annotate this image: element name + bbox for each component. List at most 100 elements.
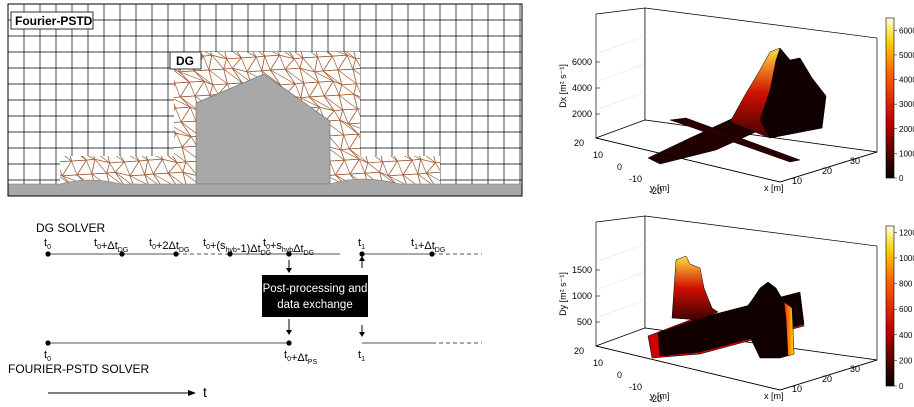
dg-mesh-cell	[387, 174, 408, 184]
dg-mesh-cell	[66, 119, 86, 137]
dy-surface-plot: 500 1000 1500 Dy [m² s⁻¹] 20 10 0 -10 -20y [m] 10…	[558, 215, 914, 404]
dg-mesh-cell	[400, 108, 426, 125]
dg-mesh-cell	[126, 80, 152, 97]
z-tick-label: 500	[577, 317, 592, 327]
dg-mesh-cell	[378, 135, 398, 148]
y-tick-label: 20	[574, 138, 584, 148]
x-axis-label: x [m]	[764, 391, 784, 401]
dg-mesh-cell	[93, 52, 113, 60]
dg-mesh-cell	[64, 54, 84, 72]
dg-mesh-cell	[87, 57, 114, 70]
z-tick-label: 1500	[572, 265, 592, 275]
dg-tick-label: t0+(shyb-1)ΔtDG	[203, 237, 271, 257]
dg-mesh-cell	[140, 68, 161, 86]
x-tick-label: 30	[850, 364, 860, 374]
dg-mesh-cell	[60, 95, 71, 112]
dg-mesh-cell	[377, 106, 397, 123]
dg-mesh-cell	[144, 173, 164, 184]
dg-mesh-cell	[88, 93, 109, 110]
fourier-label: Fourier-PSTD	[15, 14, 93, 28]
dg-mesh-cell	[361, 96, 382, 109]
dg-mesh-cell	[79, 68, 99, 86]
colorbar-tick-label: 400	[899, 331, 913, 340]
time-axis-arrowhead	[188, 390, 196, 396]
dg-mesh-cell	[401, 133, 421, 151]
z-axis-label: Dy [m² s⁻¹]	[558, 272, 568, 316]
x-tick-label: 20	[822, 374, 832, 384]
dg-mesh-cell	[140, 52, 166, 60]
dg-mesh-cell	[60, 135, 72, 148]
dg-mesh-cell	[377, 120, 398, 138]
x-tick-label: 30	[850, 156, 860, 166]
colorbar-tick-label: 3000	[899, 100, 914, 109]
z-tick-label: 4000	[572, 83, 592, 93]
z-tick-label: 2000	[572, 109, 592, 119]
x-tick-label: 10	[792, 176, 802, 186]
dg-mesh-cell	[429, 81, 440, 99]
dg-mesh-cell	[404, 52, 424, 60]
dg-mesh-cell	[63, 52, 84, 57]
dg-mesh-cell	[101, 52, 122, 59]
dg-mesh-cell	[428, 67, 440, 84]
exchange-box-line2: data exchange	[277, 299, 352, 311]
dg-mesh-cell	[67, 134, 87, 151]
colorbar	[885, 225, 895, 387]
domain-border	[7, 3, 523, 197]
colorbar-tick-label: 6000	[899, 26, 914, 35]
surface-cross-strip	[669, 117, 801, 163]
arrow-down-head	[286, 268, 292, 273]
dg-tick-group: t0 t0+ΔtDG t0+2ΔtDG t0+(shyb-1)ΔtDGt0+shybΔ…	[44, 237, 445, 257]
x-tick-label: 20	[822, 166, 832, 176]
exchange-box-line1: Post-processing and	[263, 283, 368, 295]
y-tick-label: 0	[617, 370, 622, 380]
dg-mesh-cell	[361, 67, 387, 84]
dg-mesh-cell	[391, 79, 411, 97]
dg-tick-label: t1+ΔtDG	[411, 237, 445, 254]
dg-mesh-cell	[399, 83, 426, 96]
plot-gridline	[595, 35, 646, 55]
dg-mesh-cell	[326, 174, 346, 184]
dg-mesh-cell	[389, 52, 410, 57]
computational-domain-panel: Fourier-PSTD DG	[7, 3, 523, 197]
dg-mesh-cell	[113, 135, 140, 148]
dg-mesh-cell	[60, 55, 75, 73]
dg-mesh-cell	[102, 67, 123, 84]
pstd-tick-dot	[286, 340, 292, 346]
dg-tick-dot	[227, 251, 233, 257]
colorbar-tick-label: 2000	[899, 125, 914, 134]
dg-label-box	[169, 51, 202, 70]
surface-peak-b-yellow	[783, 301, 795, 357]
dg-tick-dot	[173, 251, 179, 257]
dg-mesh-cell	[80, 93, 100, 111]
dg-tick-label: t0+2ΔtDG	[149, 237, 189, 254]
dg-mesh-cell	[132, 54, 152, 72]
dg-mesh-cell	[119, 105, 139, 123]
y-tick-label: -20	[649, 394, 662, 404]
surface-peak-dark	[759, 47, 827, 139]
dg-mesh-cell	[131, 52, 151, 57]
pstd-tick-label: t0+ΔtPS	[284, 349, 317, 366]
dg-mesh-cell	[74, 108, 100, 125]
dg-mesh-cell	[60, 160, 73, 177]
dg-mesh-cell	[167, 171, 188, 184]
dg-tick-dot	[45, 251, 51, 257]
dg-mesh-cell	[106, 171, 126, 184]
dg-mesh-cell	[157, 122, 177, 135]
colorbar-tick-label: 1000	[899, 149, 914, 158]
surface-peak-a	[671, 255, 719, 321]
dg-mesh-cell	[127, 94, 153, 112]
pstd-tick-dot	[45, 340, 51, 346]
dg-mesh-cell	[119, 120, 139, 138]
dg-mesh-cell	[374, 52, 395, 58]
dg-mesh-cell	[141, 93, 162, 111]
dg-mesh-cell	[60, 106, 71, 123]
dg-mesh-cell	[413, 67, 434, 85]
dg-mesh-cell	[118, 80, 138, 98]
dg-mesh-cell	[102, 56, 122, 74]
colorbar-tick-label: 1000	[899, 254, 914, 263]
dg-mesh-cell	[90, 132, 110, 150]
dg-mesh-cell	[379, 171, 399, 184]
ground-surface	[7, 178, 523, 197]
dg-mesh-cell	[60, 70, 70, 83]
